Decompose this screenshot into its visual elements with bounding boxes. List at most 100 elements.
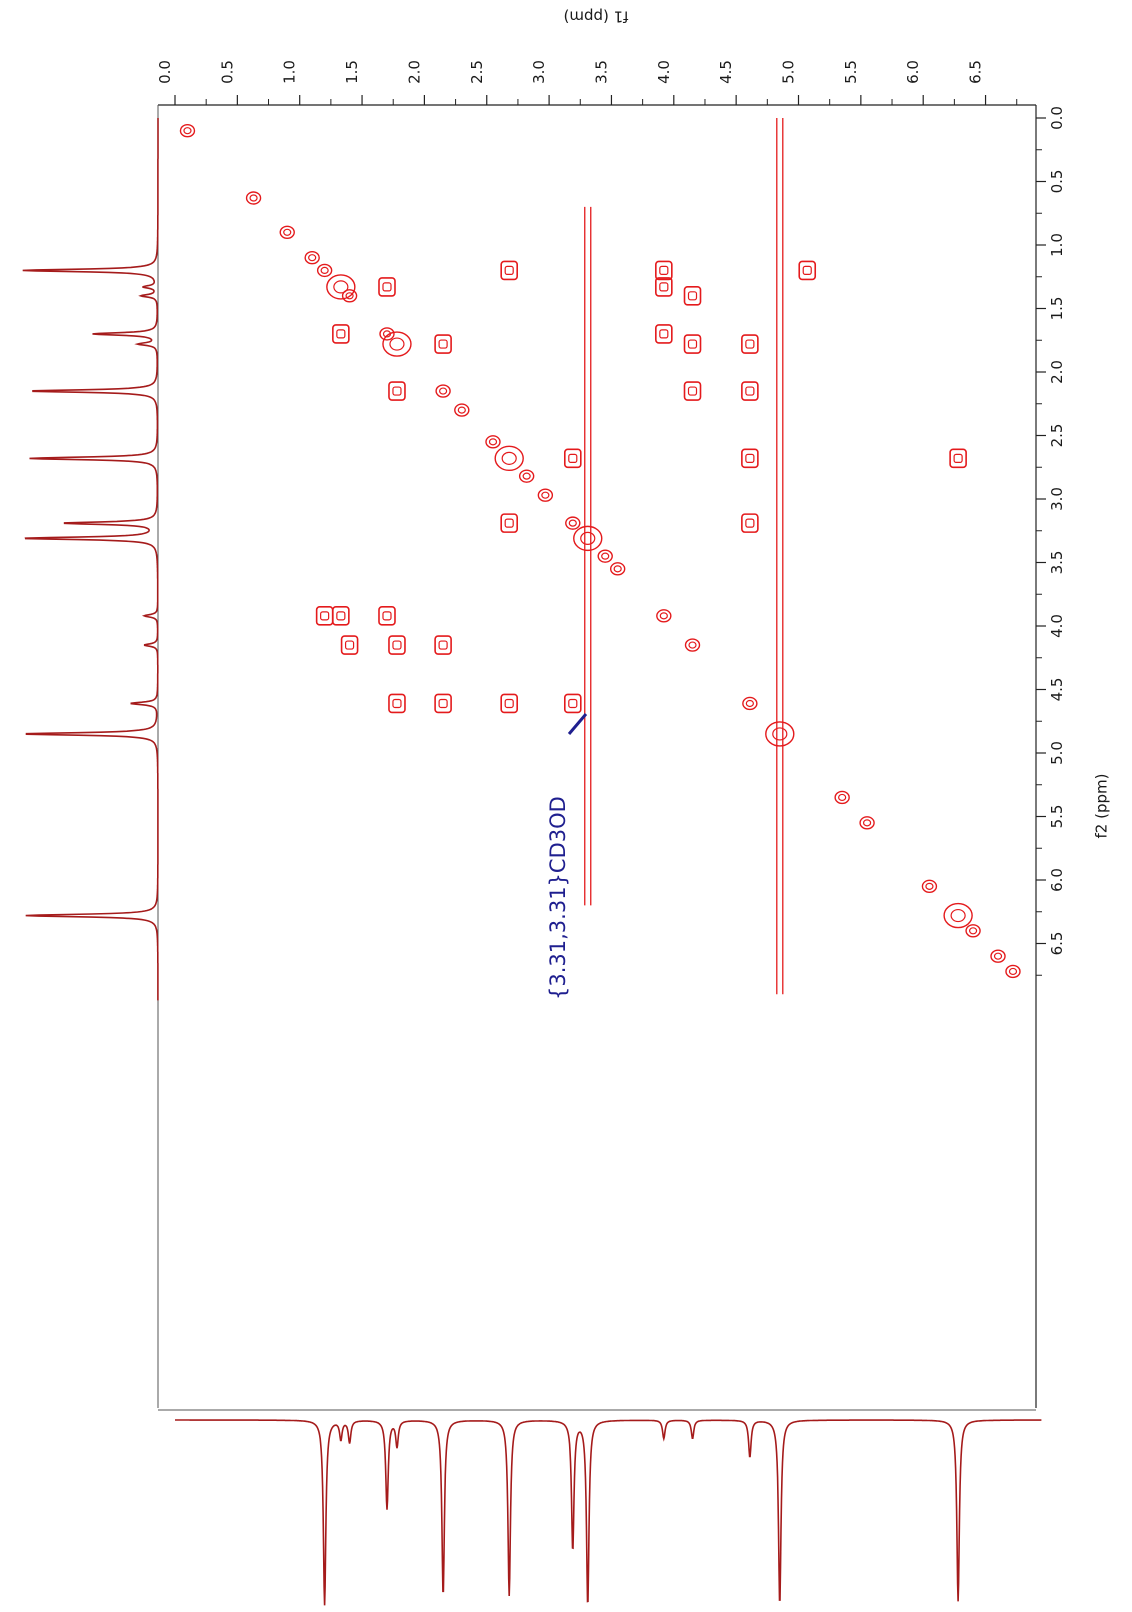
f2-tick-label: 1.5	[1048, 297, 1066, 321]
cross-peak-inner	[438, 698, 448, 709]
cross-peak	[332, 606, 350, 626]
diagonal-peak	[943, 902, 973, 929]
diagonal-peak	[316, 263, 333, 278]
cross-peak-inner	[392, 698, 402, 709]
f1-tick-label: 5.5	[842, 60, 860, 84]
diagonal-peak-inner	[688, 641, 697, 649]
f1-tick-label: 3.5	[592, 60, 610, 84]
f2-axis-label: f2 (ppm)	[1093, 774, 1111, 839]
f1-tick-label: 2.5	[468, 60, 486, 84]
diagonal-peak-inner	[308, 254, 317, 262]
diagonal-peak	[609, 562, 626, 576]
cross-peak	[315, 606, 334, 626]
cross-peak	[741, 381, 759, 401]
diagonal-peak-inner	[745, 699, 754, 708]
cross-peak	[434, 334, 452, 354]
diagonal-peak	[518, 469, 535, 483]
diagonal-peak-inner	[838, 793, 847, 802]
diagonal-peak	[573, 525, 603, 552]
f1-tick-label: 5.0	[780, 60, 798, 84]
cross-peak-inner	[438, 339, 448, 349]
contour-peaks-group	[179, 123, 1021, 979]
diagonal-peak-inner	[568, 519, 577, 527]
f2-tick-label: 2.5	[1048, 424, 1066, 448]
cross-peak	[683, 285, 702, 306]
f1-tick-label: 6.5	[967, 60, 985, 84]
cross-peak-inner	[568, 698, 578, 709]
diagonal-peak-inner	[389, 337, 405, 351]
diagonal-peak-inner	[522, 472, 531, 480]
cross-peak-inner	[382, 611, 392, 621]
f2-tick-label: 5.0	[1048, 741, 1066, 765]
f1-tick-label: 0.5	[218, 60, 236, 84]
diagonal-peak-inner	[613, 565, 622, 573]
diagonal-peak-inner	[249, 194, 258, 202]
cross-peak-inner	[392, 640, 402, 650]
cross-peak-inner	[745, 453, 755, 463]
diagonal-peak-inner	[320, 266, 329, 274]
cross-peak-inner	[659, 329, 669, 339]
cross-peak	[741, 513, 759, 533]
f1-tick-label: 1.0	[281, 60, 299, 84]
cross-peak	[683, 381, 702, 401]
cross-peak-inner	[659, 282, 669, 292]
diagonal-peak	[494, 445, 524, 472]
diagonal-peak-inner	[580, 531, 596, 545]
solvent-annotation-label: {3.31,3.31}CD3OD	[546, 796, 570, 1000]
cross-peak	[563, 448, 582, 469]
diagonal-peak	[1005, 964, 1021, 979]
cross-peak-inner	[745, 518, 755, 528]
cross-peak	[500, 260, 518, 281]
f2-tick-label: 2.0	[1048, 360, 1066, 384]
cross-peak-inner	[504, 698, 514, 709]
diagonal-peak-inner	[659, 612, 668, 620]
projection-spectra-group	[22, 118, 1042, 1606]
f2-tick-label: 0.5	[1048, 170, 1066, 194]
axis-ticks-group: 0.0 0.5 1.0 1.5 2.0 2.5 3.0 3.5 4.0 4.5 5.0 5.5 6.0 6…	[156, 60, 1066, 976]
cross-peak	[500, 693, 518, 714]
f1-tick-label: 4.0	[655, 60, 673, 84]
diagonal-peak-inner	[501, 451, 517, 465]
diagonal-peak	[537, 488, 554, 502]
diagonal-peak	[341, 289, 358, 303]
cross-peak-inner	[504, 518, 514, 528]
diagonal-peak-inner	[862, 819, 872, 827]
f1-tick-label: 4.5	[717, 60, 735, 84]
diagonal-peak	[597, 549, 613, 563]
cross-peak	[388, 381, 406, 401]
cross-peak-inner	[659, 265, 669, 275]
diagonal-peak-inner	[488, 438, 498, 446]
cross-peak	[655, 324, 673, 344]
diagonal-peak	[326, 274, 356, 300]
f2-tick-label: 6.0	[1048, 868, 1066, 892]
f1-tick-label: 2.0	[405, 60, 423, 84]
diagonal-peak	[834, 790, 850, 805]
diagonal-peak	[921, 879, 938, 894]
diagonal-peak	[304, 251, 320, 265]
f2-tick-label: 4.0	[1048, 614, 1066, 638]
cross-peak	[340, 635, 359, 655]
diagonal-peak	[965, 924, 981, 938]
diagonal-peak-inner	[601, 552, 610, 560]
cross-peak	[500, 513, 518, 533]
diagonal-peak-inner	[333, 280, 349, 294]
cross-peak-inner	[336, 611, 346, 621]
cross-peak	[378, 606, 396, 626]
diagonal-peak	[859, 816, 875, 830]
cross-peak	[655, 277, 673, 297]
plot-frame-group	[157, 104, 1037, 1411]
diagonal-peak	[435, 384, 451, 398]
cross-peak-inner	[745, 339, 755, 349]
diagonal-peak	[379, 327, 395, 341]
f2-tick-label: 3.5	[1048, 551, 1066, 575]
diagonal-peak	[279, 225, 295, 240]
diagonal-peak-inner	[283, 228, 292, 236]
cross-peak	[332, 324, 350, 344]
f2-tick-label: 6.5	[1048, 932, 1066, 956]
cross-peak-inner	[344, 640, 355, 650]
f2-tick-label: 0.0	[1048, 106, 1066, 130]
cross-peak	[434, 635, 452, 655]
cross-peak	[563, 693, 582, 714]
diagonal-peak	[454, 403, 470, 417]
